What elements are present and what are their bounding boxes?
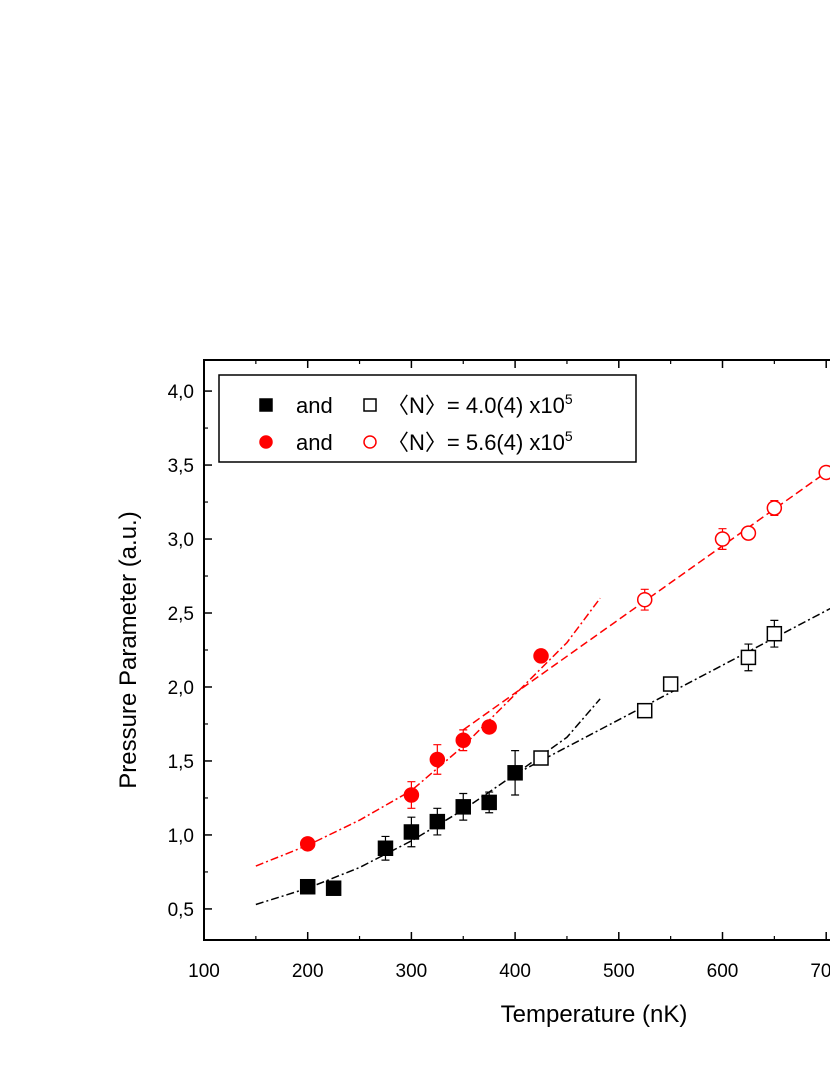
- legend-box: [218, 374, 637, 463]
- marker: [740, 525, 757, 541]
- x-tick-label: 200: [292, 961, 324, 982]
- x-tick-label: 700: [810, 961, 830, 982]
- legend-text: 〈N〉= 4.0(4) x10: [387, 393, 565, 418]
- plot-area: [255, 464, 830, 906]
- x-tick-label: 600: [707, 961, 739, 982]
- y-axis-title: Pressure Parameter (a.u.): [115, 511, 142, 788]
- legend-marker: [259, 435, 273, 449]
- marker: [481, 719, 497, 735]
- y-tick-label: 3,5: [168, 456, 194, 477]
- legend-text: 〈N〉= 5.6(4) x10: [387, 430, 565, 455]
- y-tick-label: 1,0: [168, 826, 194, 847]
- marker: [766, 500, 783, 516]
- fit-line: [255, 698, 601, 906]
- x-tick-label: 400: [499, 961, 531, 982]
- fit-line: [514, 607, 830, 775]
- marker: [455, 732, 471, 749]
- marker: [740, 649, 757, 666]
- y-tick-label: 0,5: [168, 900, 194, 921]
- legend-sup: 5: [565, 391, 573, 407]
- y-tick-label: 1,5: [168, 752, 194, 773]
- x-tick-label: 500: [603, 961, 635, 982]
- x-axis-title: Temperature (nK): [501, 1001, 688, 1028]
- marker: [299, 836, 316, 852]
- x-tick-label: 100: [188, 961, 220, 982]
- marker: [818, 464, 830, 481]
- marker: [636, 702, 653, 719]
- marker: [533, 648, 549, 664]
- fit-line: [255, 597, 601, 867]
- legend-marker: [363, 435, 377, 449]
- y-tick-label: 4,0: [168, 382, 194, 403]
- legend-label: 〈N〉= 5.6(4) x105: [387, 428, 573, 455]
- legend-label: 〈N〉= 4.0(4) x105: [387, 391, 573, 418]
- marker: [325, 880, 342, 896]
- x-tick-label: 300: [396, 961, 428, 982]
- marker: [377, 840, 394, 857]
- marker: [481, 794, 497, 811]
- marker: [533, 750, 549, 766]
- legend-word: and: [296, 430, 333, 455]
- marker: [636, 591, 653, 608]
- marker: [299, 878, 316, 895]
- legend-marker: [363, 398, 377, 412]
- marker: [507, 765, 523, 781]
- legend-marker: [259, 398, 273, 412]
- legend-sup: 5: [565, 428, 573, 444]
- marker: [429, 751, 446, 768]
- fit-line: [462, 468, 830, 731]
- legend-word: and: [296, 393, 333, 418]
- marker: [662, 676, 679, 692]
- marker: [429, 813, 446, 830]
- marker: [714, 531, 731, 547]
- marker: [766, 625, 783, 642]
- y-tick-label: 3,0: [168, 530, 194, 551]
- y-tick-label: 2,5: [168, 604, 194, 625]
- marker: [403, 787, 420, 803]
- y-tick-label: 2,0: [168, 678, 194, 699]
- marker: [403, 824, 420, 840]
- marker: [455, 799, 471, 815]
